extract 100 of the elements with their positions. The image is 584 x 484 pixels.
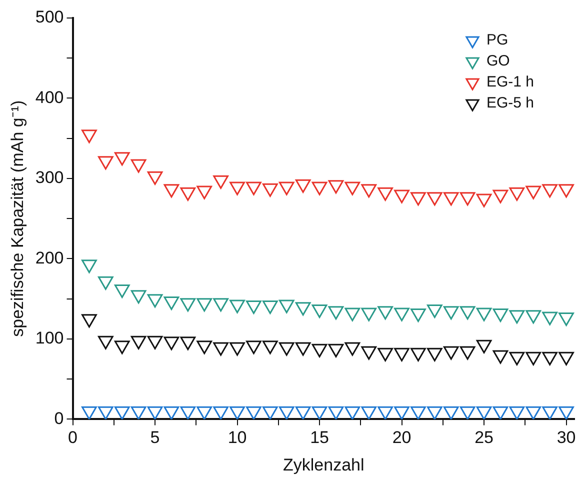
point: [114, 284, 130, 298]
point: [344, 182, 360, 196]
point: [361, 346, 377, 360]
point: [312, 406, 328, 420]
point: [460, 346, 476, 360]
point: [196, 298, 212, 312]
point: [542, 352, 558, 366]
point: [394, 406, 410, 420]
point: [164, 336, 180, 350]
point: [98, 406, 114, 420]
point: [378, 348, 393, 362]
point: [312, 182, 328, 196]
point: [278, 342, 294, 356]
point: [476, 308, 492, 322]
x-tick-label: 0: [68, 428, 78, 448]
point: [394, 308, 410, 322]
point: [328, 406, 344, 420]
point: [426, 192, 442, 206]
point: [295, 179, 311, 193]
point: [443, 346, 459, 360]
point: [426, 348, 442, 362]
x-tick-label: 30: [556, 428, 576, 448]
point: [295, 302, 311, 316]
point: [230, 406, 245, 420]
x-tick-label: 10: [228, 428, 247, 448]
point: [492, 190, 508, 204]
y-tick-label: 300: [35, 168, 64, 188]
point: [443, 306, 459, 320]
point: [443, 406, 459, 420]
point: [230, 342, 245, 356]
point: [278, 406, 294, 420]
point: [147, 294, 163, 308]
x-tick-label: 25: [474, 428, 494, 448]
point: [130, 336, 146, 350]
point: [492, 308, 508, 322]
point: [509, 406, 525, 420]
point: [114, 406, 130, 420]
point: [542, 406, 558, 420]
legend-label: PG: [486, 32, 508, 49]
point: [476, 340, 492, 354]
point: [262, 183, 278, 197]
point: [312, 344, 328, 358]
point: [509, 187, 525, 201]
point: [180, 336, 196, 350]
point: [262, 340, 278, 354]
point: [410, 406, 426, 420]
point: [526, 186, 542, 200]
point: [410, 192, 426, 206]
point: [82, 130, 97, 144]
point: [558, 406, 574, 420]
point: [246, 340, 262, 354]
y-tick-label: 0: [54, 408, 64, 428]
point: [246, 300, 262, 314]
point: [164, 184, 180, 198]
point: [147, 171, 163, 185]
point: [295, 342, 311, 356]
y-axis-title: spezifische Kapazität (mAh g⁻¹): [8, 100, 27, 337]
point: [213, 406, 228, 420]
point: [410, 308, 426, 322]
point: [378, 187, 393, 201]
point: [460, 306, 476, 320]
point: [378, 406, 393, 420]
point: [526, 310, 542, 324]
point: [82, 314, 97, 328]
point: [328, 344, 344, 358]
point: [426, 406, 442, 420]
point: [196, 406, 212, 420]
point: [542, 184, 558, 198]
point: [246, 182, 262, 196]
point: [476, 194, 492, 208]
x-tick-label: 5: [150, 428, 160, 448]
y-tick-label: 400: [35, 88, 64, 107]
point: [98, 336, 114, 350]
point: [509, 352, 525, 366]
point: [98, 276, 114, 290]
point: [426, 304, 442, 318]
point: [344, 342, 360, 356]
point: [328, 180, 344, 194]
point: [196, 340, 212, 354]
point: [230, 300, 245, 314]
point: [147, 336, 163, 350]
point: [147, 406, 163, 420]
point: [558, 184, 574, 198]
point: [361, 308, 377, 322]
point: [328, 306, 344, 320]
point: [130, 406, 146, 420]
point: [410, 348, 426, 362]
point: [295, 406, 311, 420]
point: [213, 175, 228, 189]
point: [180, 406, 196, 420]
point: [460, 192, 476, 206]
point: [114, 340, 130, 354]
y-tick-label: 200: [35, 248, 64, 268]
point: [394, 348, 410, 362]
x-tick-label: 20: [392, 428, 412, 448]
point: [344, 406, 360, 420]
point: [164, 296, 180, 310]
y-tick-label: 100: [35, 328, 64, 348]
point: [114, 152, 130, 166]
point: [492, 350, 508, 364]
